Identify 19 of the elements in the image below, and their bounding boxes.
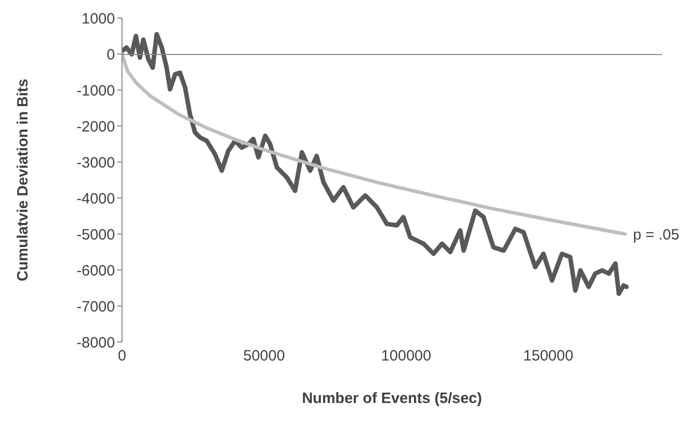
y-tick-label: -5000: [76, 226, 115, 244]
x-tick-label: 150000: [523, 348, 574, 365]
y-tick-label: -3000: [76, 154, 115, 172]
x-tick-label: 100000: [381, 348, 432, 365]
annotation: p = .05: [633, 226, 680, 244]
y-tick-label: 1000: [82, 10, 115, 28]
y-tick-label: -7000: [76, 298, 115, 316]
y-tick-label: -8000: [76, 334, 115, 352]
y-tick-label: -2000: [76, 118, 115, 136]
x-tick-label: 50000: [243, 348, 285, 365]
x-axis-title: Number of Events (5/sec): [302, 390, 482, 407]
y-tick-label: 0: [106, 46, 115, 64]
line-series: [122, 52, 627, 236]
x-tick-label: 0: [118, 348, 126, 365]
line-series: [122, 32, 629, 296]
y-tick-label: -6000: [76, 262, 115, 280]
y-tick-label: -1000: [76, 82, 115, 100]
y-tick-label: -4000: [76, 190, 115, 208]
y-axis-title: Cumulatvie Deviation in Bits: [14, 78, 32, 282]
